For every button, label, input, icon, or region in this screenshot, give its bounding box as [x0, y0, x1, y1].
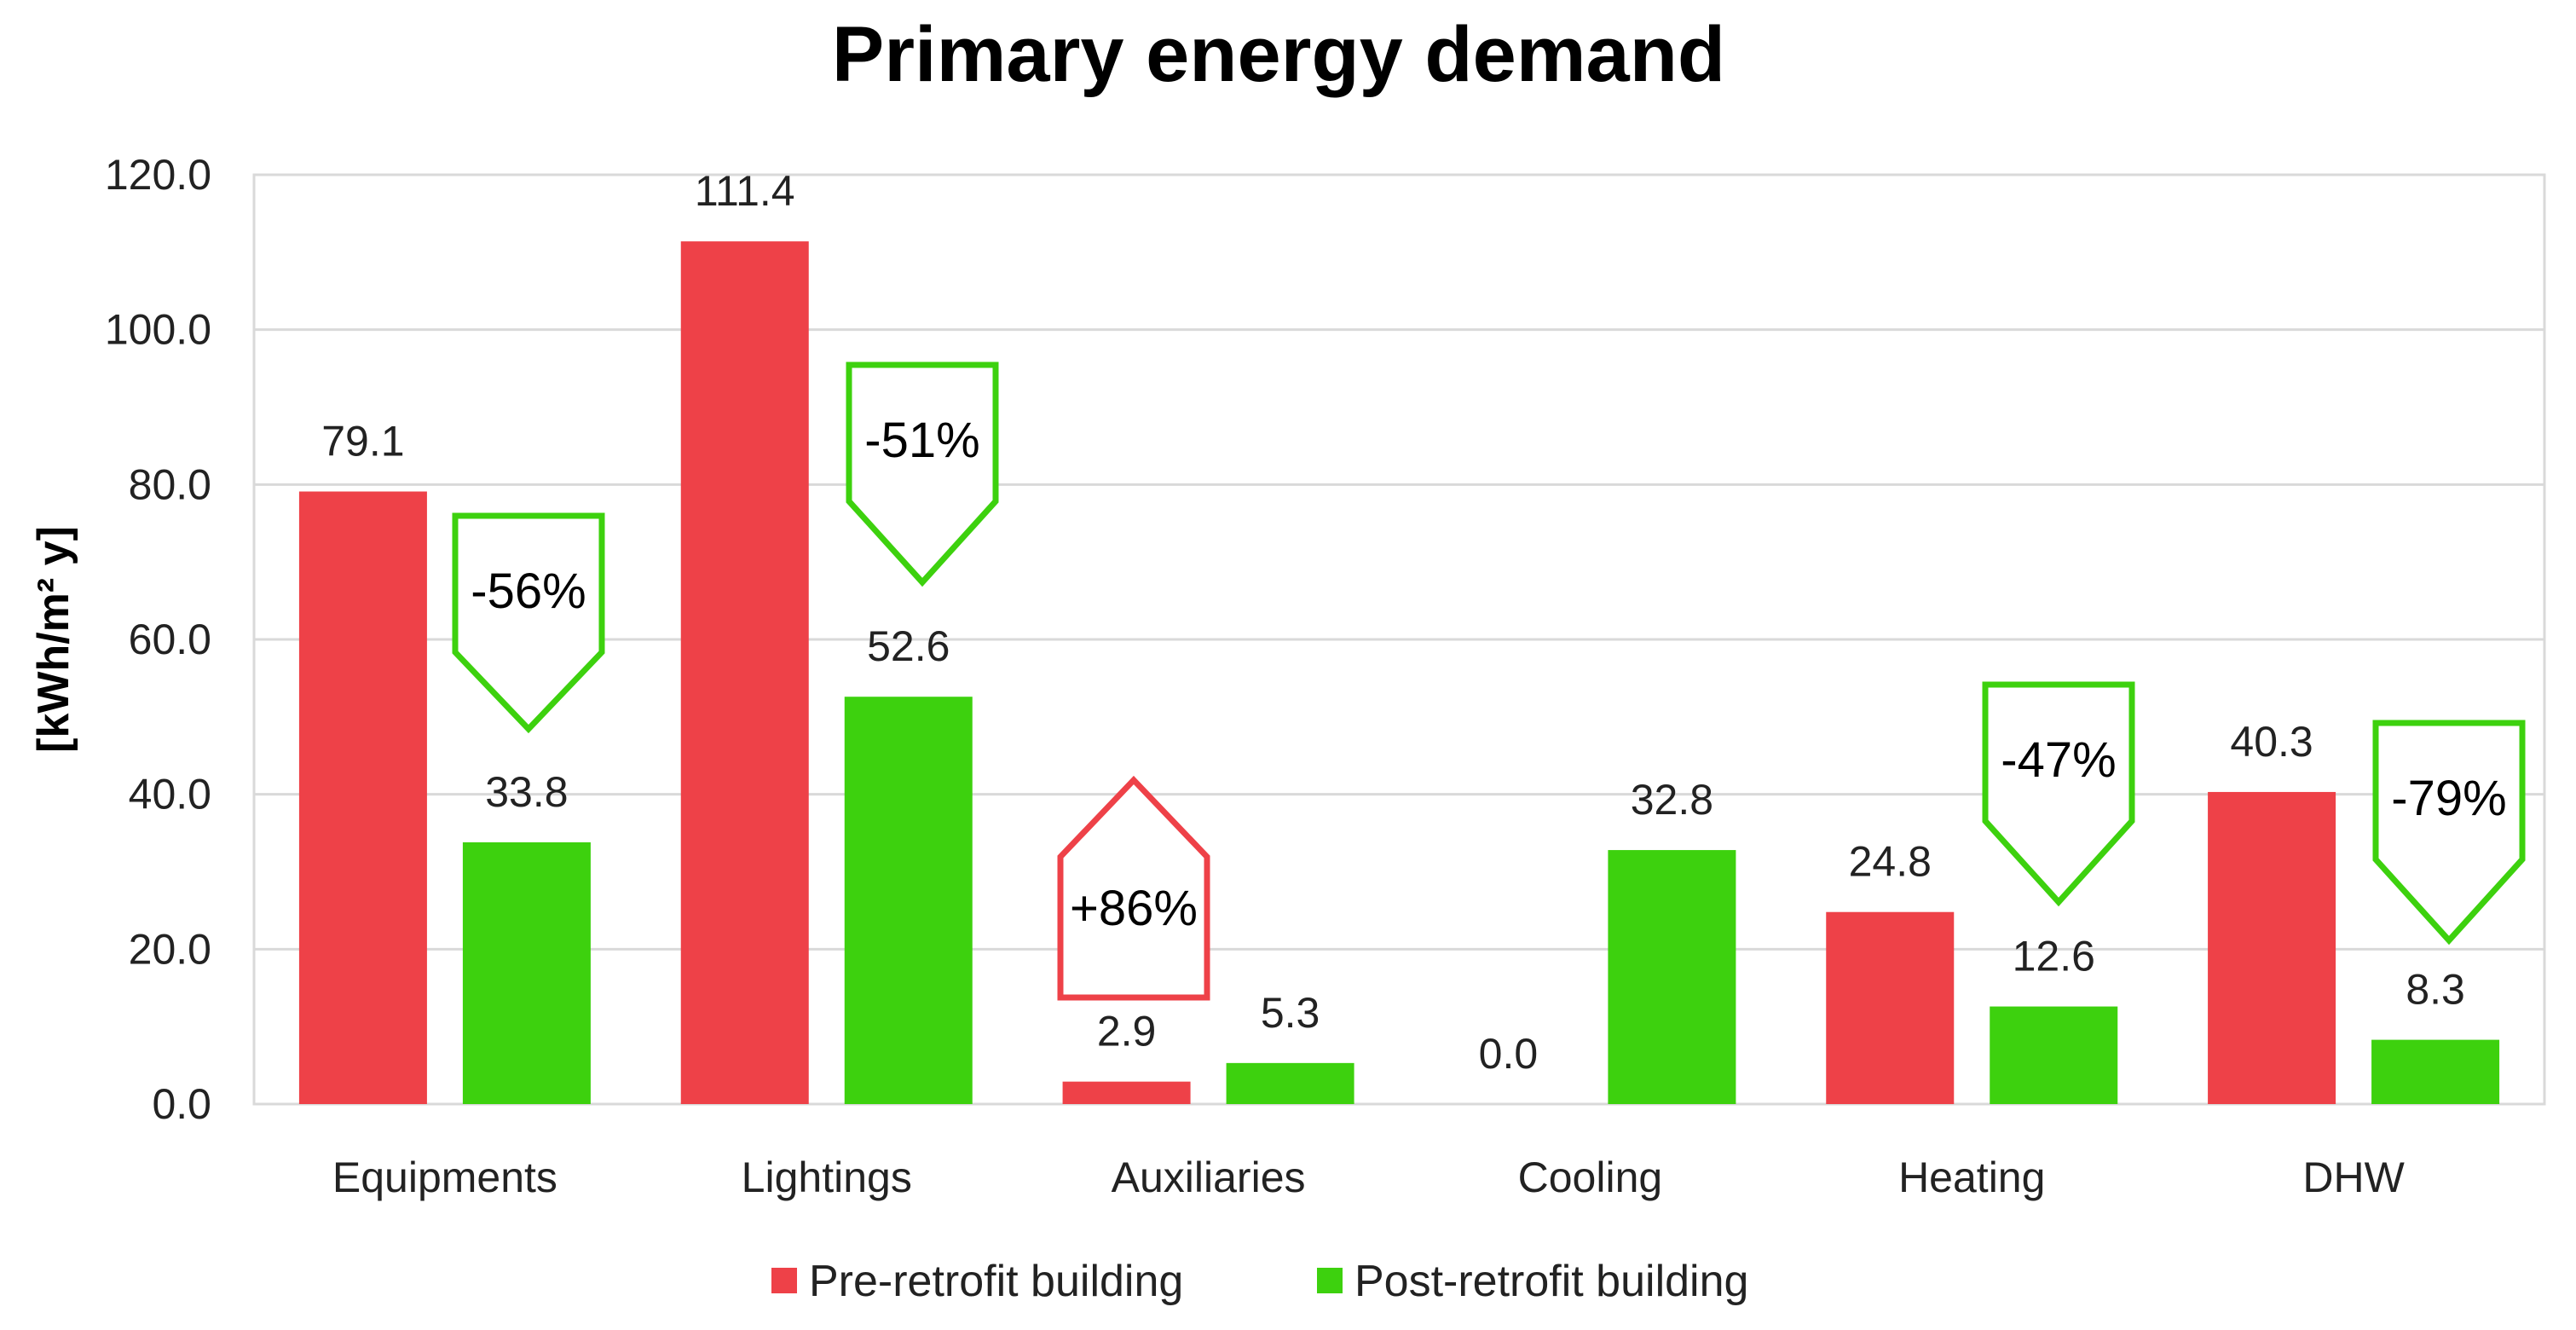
data-label-pre-cooling: 0.0 [1479, 1030, 1539, 1078]
bar-pre-equipments [298, 491, 427, 1104]
data-label-pre-auxiliaries: 2.9 [1097, 1008, 1157, 1055]
bar-post-auxiliaries [1226, 1062, 1354, 1104]
data-label-post-equipments: 33.8 [485, 768, 568, 816]
legend-swatch-pre [771, 1268, 797, 1293]
data-label-post-lightings: 52.6 [867, 622, 950, 670]
data-label-pre-equipments: 79.1 [321, 418, 404, 466]
bar-post-dhw [2371, 1039, 2500, 1104]
change-callout-text-heating: -47% [2001, 732, 2116, 788]
category-label-cooling: Cooling [1518, 1154, 1663, 1201]
y-axis-title: [kWh/m² y] [29, 526, 78, 753]
change-callout-text-equipments: -56% [471, 564, 586, 619]
bar-post-cooling [1608, 850, 1736, 1104]
chart-title: Primary energy demand [832, 11, 1725, 98]
gridlines [254, 173, 2544, 1106]
legend: Pre-retrofit building Post-retrofit build… [771, 1257, 1748, 1306]
change-callout-equipments [452, 512, 605, 734]
bar-pre-dhw [2208, 791, 2336, 1104]
y-tick-label: 60.0 [129, 616, 211, 663]
y-tick-label: 120.0 [105, 151, 211, 199]
bars [298, 241, 2500, 1104]
y-tick-label: 20.0 [129, 925, 211, 973]
category-label-equipments: Equipments [332, 1154, 557, 1201]
data-label-pre-heating: 24.8 [1849, 838, 1932, 886]
legend-label-post: Post-retrofit building [1354, 1257, 1748, 1306]
category-label-heating: Heating [1898, 1154, 2045, 1201]
x-axis-categories: Equipments Lightings Auxiliaries Cooling Hea… [332, 1154, 2406, 1201]
category-label-auxiliaries: Auxiliaries [1112, 1154, 1306, 1201]
change-callout-lightings [846, 361, 999, 587]
data-labels: 79.1 33.8 111.4 52.6 2.9 5.3 0.0 32.8 24.8 12.6 40… [321, 167, 2465, 1078]
change-callout-text-lightings: -51% [864, 413, 979, 468]
change-callout-text-dhw: -79% [2391, 771, 2506, 826]
bar-post-equipments [462, 841, 591, 1104]
category-label-lightings: Lightings [742, 1154, 912, 1201]
bar-post-lightings [844, 697, 973, 1104]
y-tick-label: 100.0 [105, 306, 211, 354]
change-callout-text-auxiliaries: +86% [1070, 881, 1198, 936]
change-callout-heating [1982, 681, 2135, 907]
legend-label-pre: Pre-retrofit building [809, 1257, 1183, 1306]
bar-pre-heating [1826, 911, 1955, 1104]
bar-pre-auxiliaries [1062, 1081, 1191, 1104]
data-label-post-cooling: 32.8 [1631, 776, 1713, 824]
change-callout-dhw [2372, 720, 2526, 945]
y-axis-ticks: 0.0 20.0 40.0 60.0 80.0 100.0 120.0 [105, 151, 211, 1128]
y-tick-label: 0.0 [152, 1080, 211, 1128]
data-label-post-auxiliaries: 5.3 [1261, 989, 1320, 1037]
category-label-dhw: DHW [2302, 1154, 2405, 1201]
y-tick-label: 80.0 [129, 460, 211, 508]
legend-swatch-post [1317, 1268, 1343, 1293]
bar-pre-lightings [680, 241, 809, 1104]
data-label-post-dhw: 8.3 [2406, 966, 2465, 1014]
change-annotations: -56% -51% +86% -47% -79% [452, 361, 2526, 1001]
data-label-pre-lightings: 111.4 [695, 167, 795, 215]
data-label-pre-dhw: 40.3 [2230, 718, 2313, 766]
data-label-post-heating: 12.6 [2013, 933, 2095, 980]
bar-post-heating [1990, 1006, 2118, 1104]
y-tick-label: 40.0 [129, 771, 211, 818]
change-callout-auxiliaries [1057, 775, 1210, 1001]
